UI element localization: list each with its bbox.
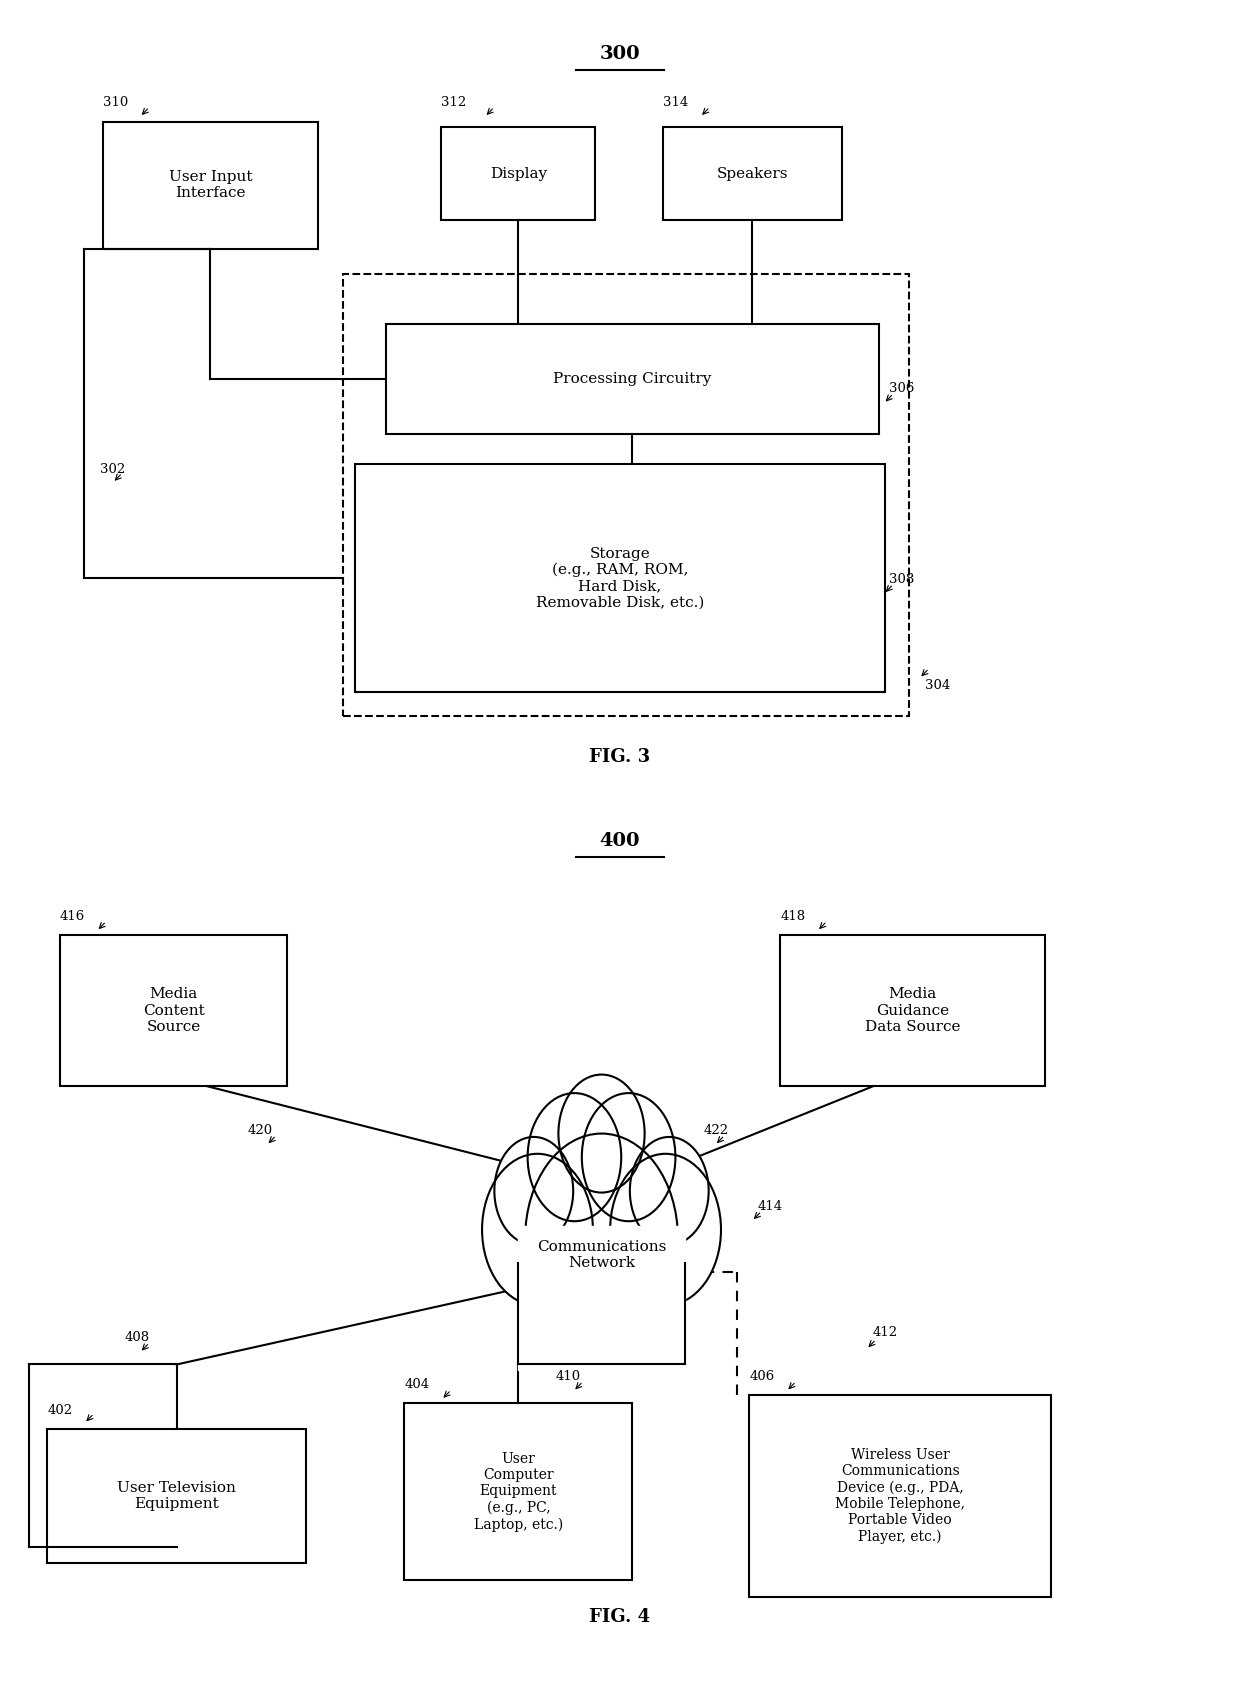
Text: 404: 404	[404, 1379, 429, 1391]
Text: Processing Circuitry: Processing Circuitry	[553, 373, 712, 386]
Text: 418: 418	[780, 910, 805, 923]
Bar	[749, 1394, 1052, 1597]
Circle shape	[482, 1154, 593, 1306]
Text: 304: 304	[925, 679, 951, 691]
Bar	[780, 935, 1045, 1086]
Text: 302: 302	[100, 462, 125, 476]
Bar	[343, 274, 909, 715]
Text: Wireless User
Communications
Device (e.g., PDA,
Mobile Telephone,
Portable Video: Wireless User Communications Device (e.g…	[836, 1448, 965, 1543]
Text: Communications
Network: Communications Network	[537, 1240, 666, 1270]
Text: 310: 310	[103, 95, 128, 108]
Text: 416: 416	[60, 910, 84, 923]
Text: Media
Content
Source: Media Content Source	[143, 988, 205, 1033]
Text: FIG. 4: FIG. 4	[589, 1608, 651, 1626]
Bar	[518, 1226, 686, 1369]
Text: 422: 422	[704, 1123, 729, 1137]
Circle shape	[558, 1074, 645, 1193]
Text: 306: 306	[889, 383, 914, 395]
Text: FIG. 3: FIG. 3	[589, 749, 651, 766]
Text: 300: 300	[600, 46, 640, 63]
Circle shape	[610, 1154, 720, 1306]
Circle shape	[526, 1133, 678, 1343]
Text: 408: 408	[125, 1331, 150, 1345]
Bar	[355, 464, 885, 691]
Text: 414: 414	[758, 1199, 784, 1213]
Bar	[103, 122, 319, 249]
Circle shape	[582, 1093, 676, 1221]
Text: 308: 308	[889, 573, 914, 586]
Text: 412: 412	[873, 1326, 898, 1340]
Text: User Television
Equipment: User Television Equipment	[117, 1481, 236, 1511]
Text: 406: 406	[749, 1370, 775, 1382]
Text: 314: 314	[663, 95, 688, 108]
Circle shape	[528, 1093, 621, 1221]
Text: Storage
(e.g., RAM, ROM,
Hard Disk,
Removable Disk, etc.): Storage (e.g., RAM, ROM, Hard Disk, Remo…	[536, 547, 704, 610]
Circle shape	[495, 1137, 573, 1245]
Text: 402: 402	[47, 1404, 72, 1416]
Bar	[60, 935, 288, 1086]
Text: Display: Display	[490, 166, 547, 181]
Text: Media
Guidance
Data Source: Media Guidance Data Source	[864, 988, 960, 1033]
Text: 312: 312	[441, 95, 466, 108]
Text: 400: 400	[600, 832, 640, 850]
Text: 410: 410	[556, 1370, 582, 1382]
Bar	[663, 127, 842, 220]
Bar	[47, 1428, 306, 1564]
Text: User
Computer
Equipment
(e.g., PC,
Laptop, etc.): User Computer Equipment (e.g., PC, Lapto…	[474, 1452, 563, 1531]
Text: User Input
Interface: User Input Interface	[169, 171, 252, 200]
Text: Speakers: Speakers	[717, 166, 789, 181]
Bar	[404, 1403, 632, 1581]
Bar	[386, 325, 879, 434]
Text: 420: 420	[248, 1123, 273, 1137]
Circle shape	[630, 1137, 709, 1245]
Bar	[441, 127, 595, 220]
